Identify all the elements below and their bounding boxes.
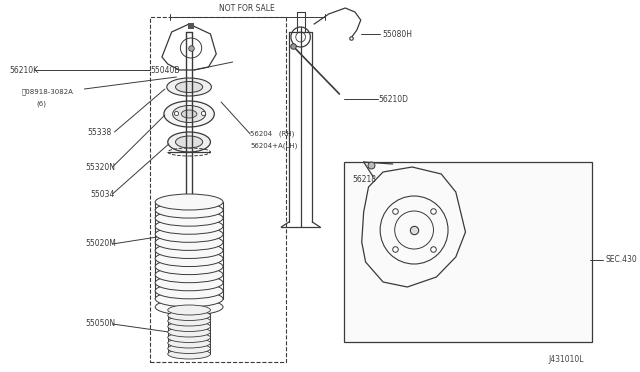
- Ellipse shape: [155, 210, 223, 226]
- Text: 56210D: 56210D: [378, 94, 408, 103]
- Text: 55080H: 55080H: [382, 29, 412, 38]
- Text: 56210K: 56210K: [10, 65, 39, 74]
- Text: J431010L: J431010L: [548, 356, 584, 365]
- Ellipse shape: [155, 259, 223, 275]
- Ellipse shape: [155, 275, 223, 291]
- Ellipse shape: [155, 202, 223, 218]
- Ellipse shape: [168, 316, 211, 326]
- Text: 55320N: 55320N: [85, 163, 115, 171]
- Ellipse shape: [168, 338, 211, 348]
- Ellipse shape: [155, 194, 223, 210]
- Ellipse shape: [168, 349, 211, 359]
- Ellipse shape: [173, 106, 205, 122]
- Ellipse shape: [168, 132, 211, 152]
- Ellipse shape: [155, 226, 223, 242]
- Ellipse shape: [168, 305, 211, 315]
- Text: 56218: 56218: [352, 174, 376, 183]
- Text: 55050N: 55050N: [85, 320, 115, 328]
- Ellipse shape: [167, 78, 211, 96]
- Ellipse shape: [155, 243, 223, 259]
- Bar: [344, 162, 591, 342]
- Ellipse shape: [155, 218, 223, 234]
- Ellipse shape: [175, 136, 203, 148]
- Ellipse shape: [181, 110, 197, 118]
- Text: 56204   (RH): 56204 (RH): [250, 131, 294, 137]
- Text: 55034: 55034: [90, 189, 115, 199]
- Ellipse shape: [168, 321, 211, 331]
- Text: ⓝ08918-3082A: ⓝ08918-3082A: [21, 89, 73, 95]
- Ellipse shape: [168, 333, 211, 343]
- Text: (6): (6): [37, 101, 47, 107]
- Ellipse shape: [155, 234, 223, 250]
- Ellipse shape: [168, 343, 211, 353]
- Text: 55040B: 55040B: [150, 65, 180, 74]
- Ellipse shape: [168, 327, 211, 337]
- Ellipse shape: [155, 267, 223, 283]
- Text: 56204+A(LH): 56204+A(LH): [250, 143, 298, 149]
- Text: SEC.430: SEC.430: [605, 256, 637, 264]
- Ellipse shape: [155, 250, 223, 267]
- Ellipse shape: [155, 299, 223, 315]
- Text: 55338: 55338: [87, 128, 111, 137]
- Ellipse shape: [155, 291, 223, 307]
- Ellipse shape: [175, 81, 203, 93]
- Ellipse shape: [155, 283, 223, 299]
- Ellipse shape: [164, 101, 214, 127]
- Ellipse shape: [168, 311, 211, 321]
- Text: NOT FOR SALE: NOT FOR SALE: [220, 4, 275, 13]
- Text: 55020M: 55020M: [85, 240, 116, 248]
